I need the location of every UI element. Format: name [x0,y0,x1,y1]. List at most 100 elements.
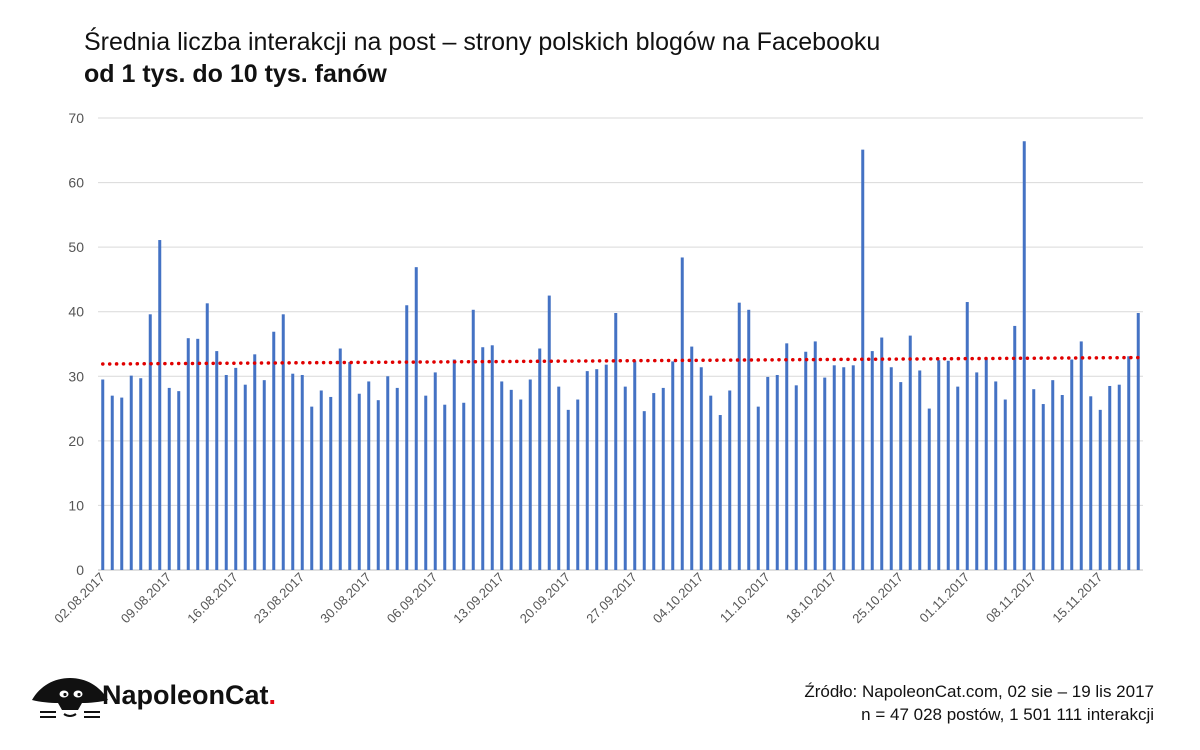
bar [1070,359,1074,570]
x-tick-label: 06.09.2017 [384,570,441,627]
bar [386,376,390,570]
bar [395,387,399,570]
bar [528,379,532,570]
x-tick-label: 02.08.2017 [51,570,108,627]
bar [167,387,171,570]
x-tick-label: 25.10.2017 [849,570,906,627]
brand-dot: . [268,680,277,710]
bar [462,402,466,570]
bar [690,346,694,570]
bar [1013,325,1017,570]
bar [405,305,409,570]
bar [291,373,295,570]
bar [927,408,931,570]
x-tick-label: 30.08.2017 [317,570,374,627]
bar [965,302,969,570]
x-tick-label: 27.09.2017 [583,570,640,627]
x-tick-label: 09.08.2017 [118,570,175,627]
bar [832,365,836,570]
bar [756,406,760,570]
bar [956,386,960,570]
bar [357,393,361,570]
bar [481,347,485,570]
bar [490,345,494,570]
bar [718,415,722,570]
bar [1117,384,1121,570]
bar [215,351,219,570]
bar [509,389,513,570]
brand-name: NapoleonCat. [102,680,276,711]
bar [823,377,827,570]
bar [595,369,599,570]
bar [253,354,257,570]
bar [737,302,741,570]
bar [348,362,352,570]
bar [994,381,998,570]
y-tick-label: 10 [68,497,84,513]
bar [367,381,371,570]
bar [623,386,627,570]
y-tick-label: 40 [68,304,84,320]
bar [101,379,105,570]
bar [671,361,675,570]
x-tick-label: 08.11.2017 [983,570,1039,626]
bar [319,390,323,570]
chart-title: Średnia liczba interakcji na post – stro… [84,28,881,56]
y-tick-label: 50 [68,239,84,255]
bar [310,406,314,570]
bar [196,338,200,570]
bar [414,267,418,570]
bar [642,411,646,570]
bar [538,348,542,570]
x-tick-label: 11.10.2017 [717,570,773,626]
bar [775,374,779,570]
bar [880,337,884,570]
x-tick-label: 18.10.2017 [783,570,840,627]
bar [158,240,162,571]
bar [566,409,570,570]
napoleoncat-logo-icon [32,678,108,718]
bar [300,374,304,570]
bar [139,378,143,570]
bar [1051,380,1055,570]
bar [633,360,637,570]
bar [842,367,846,570]
y-tick-label: 30 [68,368,84,384]
brand-text: NapoleonCat [102,680,269,710]
bar [110,395,114,570]
bar [1089,396,1093,570]
bar [243,384,247,570]
trendline-path [101,355,1140,366]
y-tick-label: 20 [68,433,84,449]
bar [785,343,789,570]
bar [547,295,551,570]
bar [338,348,342,570]
x-tick-label: 15.11.2017 [1049,570,1105,626]
bar [443,404,447,570]
bar [1041,404,1045,570]
bar [889,367,893,570]
bar [918,370,922,570]
bar [1032,389,1036,570]
bar [1060,395,1064,570]
bar [452,359,456,570]
bar [1079,341,1083,570]
bar [585,371,589,570]
bar [500,381,504,570]
bar [433,372,437,570]
y-tick-label: 0 [76,562,84,578]
x-tick-label: 20.09.2017 [517,570,574,627]
bar [946,360,950,570]
bar [1098,409,1102,570]
bar [281,314,285,570]
bar [120,397,124,570]
bar [984,358,988,570]
bar [234,367,238,570]
bar [148,314,152,570]
bar [699,367,703,570]
source-line: Źródło: NapoleonCat.com, 02 sie – 19 lis… [804,682,1154,701]
bar [728,390,732,570]
trendline [101,355,1140,366]
bar [424,395,428,570]
